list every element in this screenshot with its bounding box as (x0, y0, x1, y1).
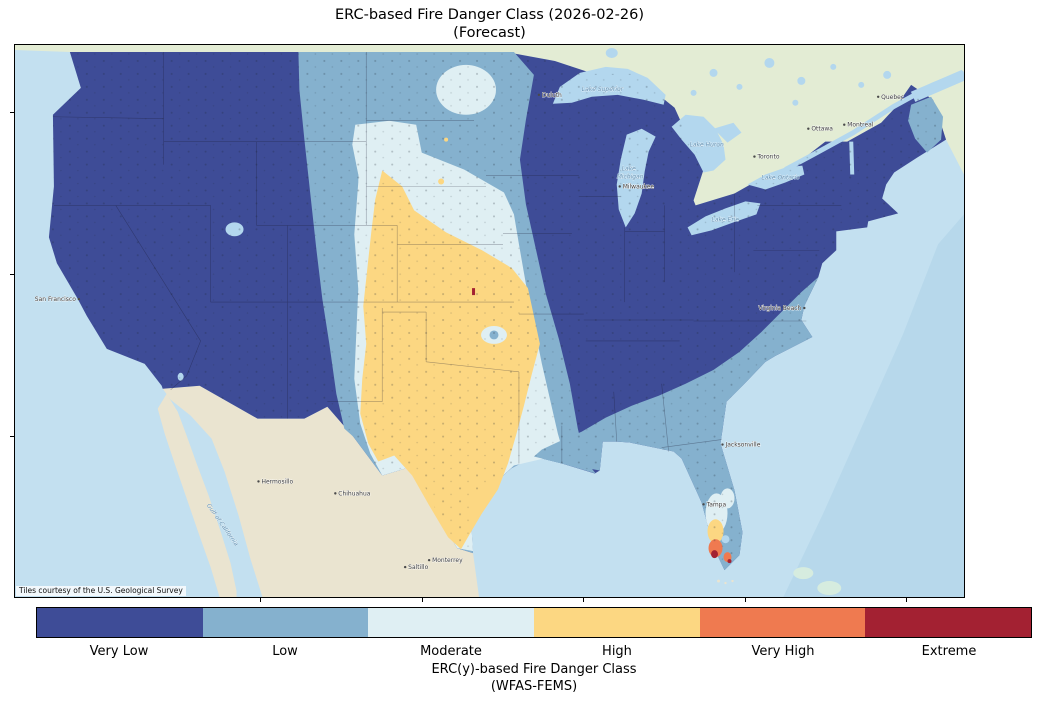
city-dot (257, 480, 260, 483)
map-place-label: Toronto (756, 154, 779, 161)
deep-atlantic (783, 214, 964, 597)
canada-lake (858, 81, 865, 88)
x-tick (260, 598, 261, 602)
map-place-label: Michigan (617, 174, 644, 181)
station-dots-overlay (48, 51, 947, 571)
city-dot (702, 503, 705, 506)
colorbar-label-low: Low (272, 644, 298, 659)
colorbar-segment-moderate (368, 608, 535, 637)
colorbar-caption: ERC(y)-based Fire Danger Class (WFAS-FEM… (36, 662, 1032, 695)
map-panel: San Francisco Duluth Milwaukee Toronto Ottaw… (14, 44, 965, 598)
canada-lake (830, 63, 837, 70)
bahama-bank (793, 567, 814, 580)
canada-lake (792, 99, 799, 106)
map-place-label: Quebec (881, 94, 904, 101)
map-place-label: Ottawa (811, 126, 833, 133)
map-place-label: Lake (622, 166, 636, 173)
islands (717, 567, 842, 596)
y-tick (10, 436, 14, 437)
city-dot (618, 185, 621, 188)
canada-lake (736, 83, 743, 90)
colorbar-label-very-low: Very Low (89, 644, 149, 659)
canada-lake (883, 70, 892, 79)
georgian-bay (713, 122, 742, 143)
map-place-label: Lake Huron (690, 142, 724, 149)
x-tick (745, 598, 746, 602)
colorbar-segment-low (202, 608, 369, 637)
city-dot (537, 93, 541, 97)
fire-danger-map: San Francisco Duluth Milwaukee Toronto Ottaw… (15, 45, 964, 597)
x-tick (583, 598, 584, 602)
colorbar-segment-high (534, 608, 700, 637)
colorbar-caption-line-1: ERC(y)-based Fire Danger Class (431, 662, 637, 677)
title-line-1: ERC-based Fire Danger Class (2026-02-26) (334, 7, 644, 23)
map-place-label: Saltillo (408, 564, 428, 571)
colorbar-label-high: High (602, 644, 632, 659)
map-place-label: Montreal (847, 122, 874, 129)
colorbar-segment-very-high (699, 608, 866, 637)
map-place-label: Lake Ontario (761, 175, 800, 182)
canada-lake (764, 57, 775, 68)
colorbar-labels: Very Low Low Moderate High Very High Extreme (36, 644, 1032, 659)
mexico-land (162, 385, 480, 597)
map-place-label: Lake Erie (712, 216, 740, 223)
map-place-label: San Francisco (35, 296, 76, 303)
map-place-label: Monterrey (432, 557, 463, 564)
colorbar-label-moderate: Moderate (420, 644, 482, 659)
colorbar-caption-line-2: (WFAS-FEMS) (490, 678, 578, 694)
canada-lake (690, 89, 697, 96)
colorbar (36, 607, 1032, 638)
colorbar-segment-extreme (865, 608, 1032, 637)
bahama-bank (817, 581, 842, 596)
city-dot (77, 297, 81, 301)
lake-huron (671, 114, 726, 173)
map-place-label: Milwaukee (623, 183, 655, 190)
figure-title: ERC-based Fire Danger Class (2026-02-26)… (14, 7, 965, 42)
x-tick (422, 598, 423, 602)
map-attribution: Tiles courtesy of the U.S. Geological Su… (16, 586, 186, 596)
city-dot (803, 306, 806, 310)
map-place-label: Tampa (706, 501, 727, 508)
city-dot (334, 492, 337, 495)
florida-keys (717, 579, 721, 583)
y-tick (10, 112, 14, 113)
canada-lake (797, 76, 806, 85)
colorbar-label-extreme: Extreme (921, 644, 977, 659)
title-line-2: (Forecast) (453, 24, 526, 41)
map-place-label: Virginia Beach (758, 305, 801, 312)
city-dot (403, 565, 407, 569)
canada-land (15, 45, 964, 206)
city-dot (721, 443, 724, 446)
map-place-label: Hermosillo (261, 478, 293, 485)
city-dot (876, 95, 880, 99)
map-place-label: Jacksonville (725, 442, 761, 449)
baja-peninsula (157, 393, 237, 597)
city-dot (807, 127, 810, 130)
city-dot (427, 558, 431, 562)
city-dot (843, 123, 846, 126)
map-place-label: Lake Superior (582, 86, 624, 93)
florida-keys (731, 579, 734, 583)
city-dot (753, 155, 756, 158)
y-tick (10, 274, 14, 275)
canada-lake (709, 68, 718, 77)
map-place-label: Duluth (542, 92, 562, 99)
colorbar-segment-very-low (37, 608, 203, 637)
colorbar-label-very-high: Very High (751, 644, 815, 659)
florida-keys (724, 581, 727, 585)
x-tick (906, 598, 907, 602)
lake-nipigon (605, 47, 618, 58)
map-place-label: Chihuahua (338, 490, 370, 497)
